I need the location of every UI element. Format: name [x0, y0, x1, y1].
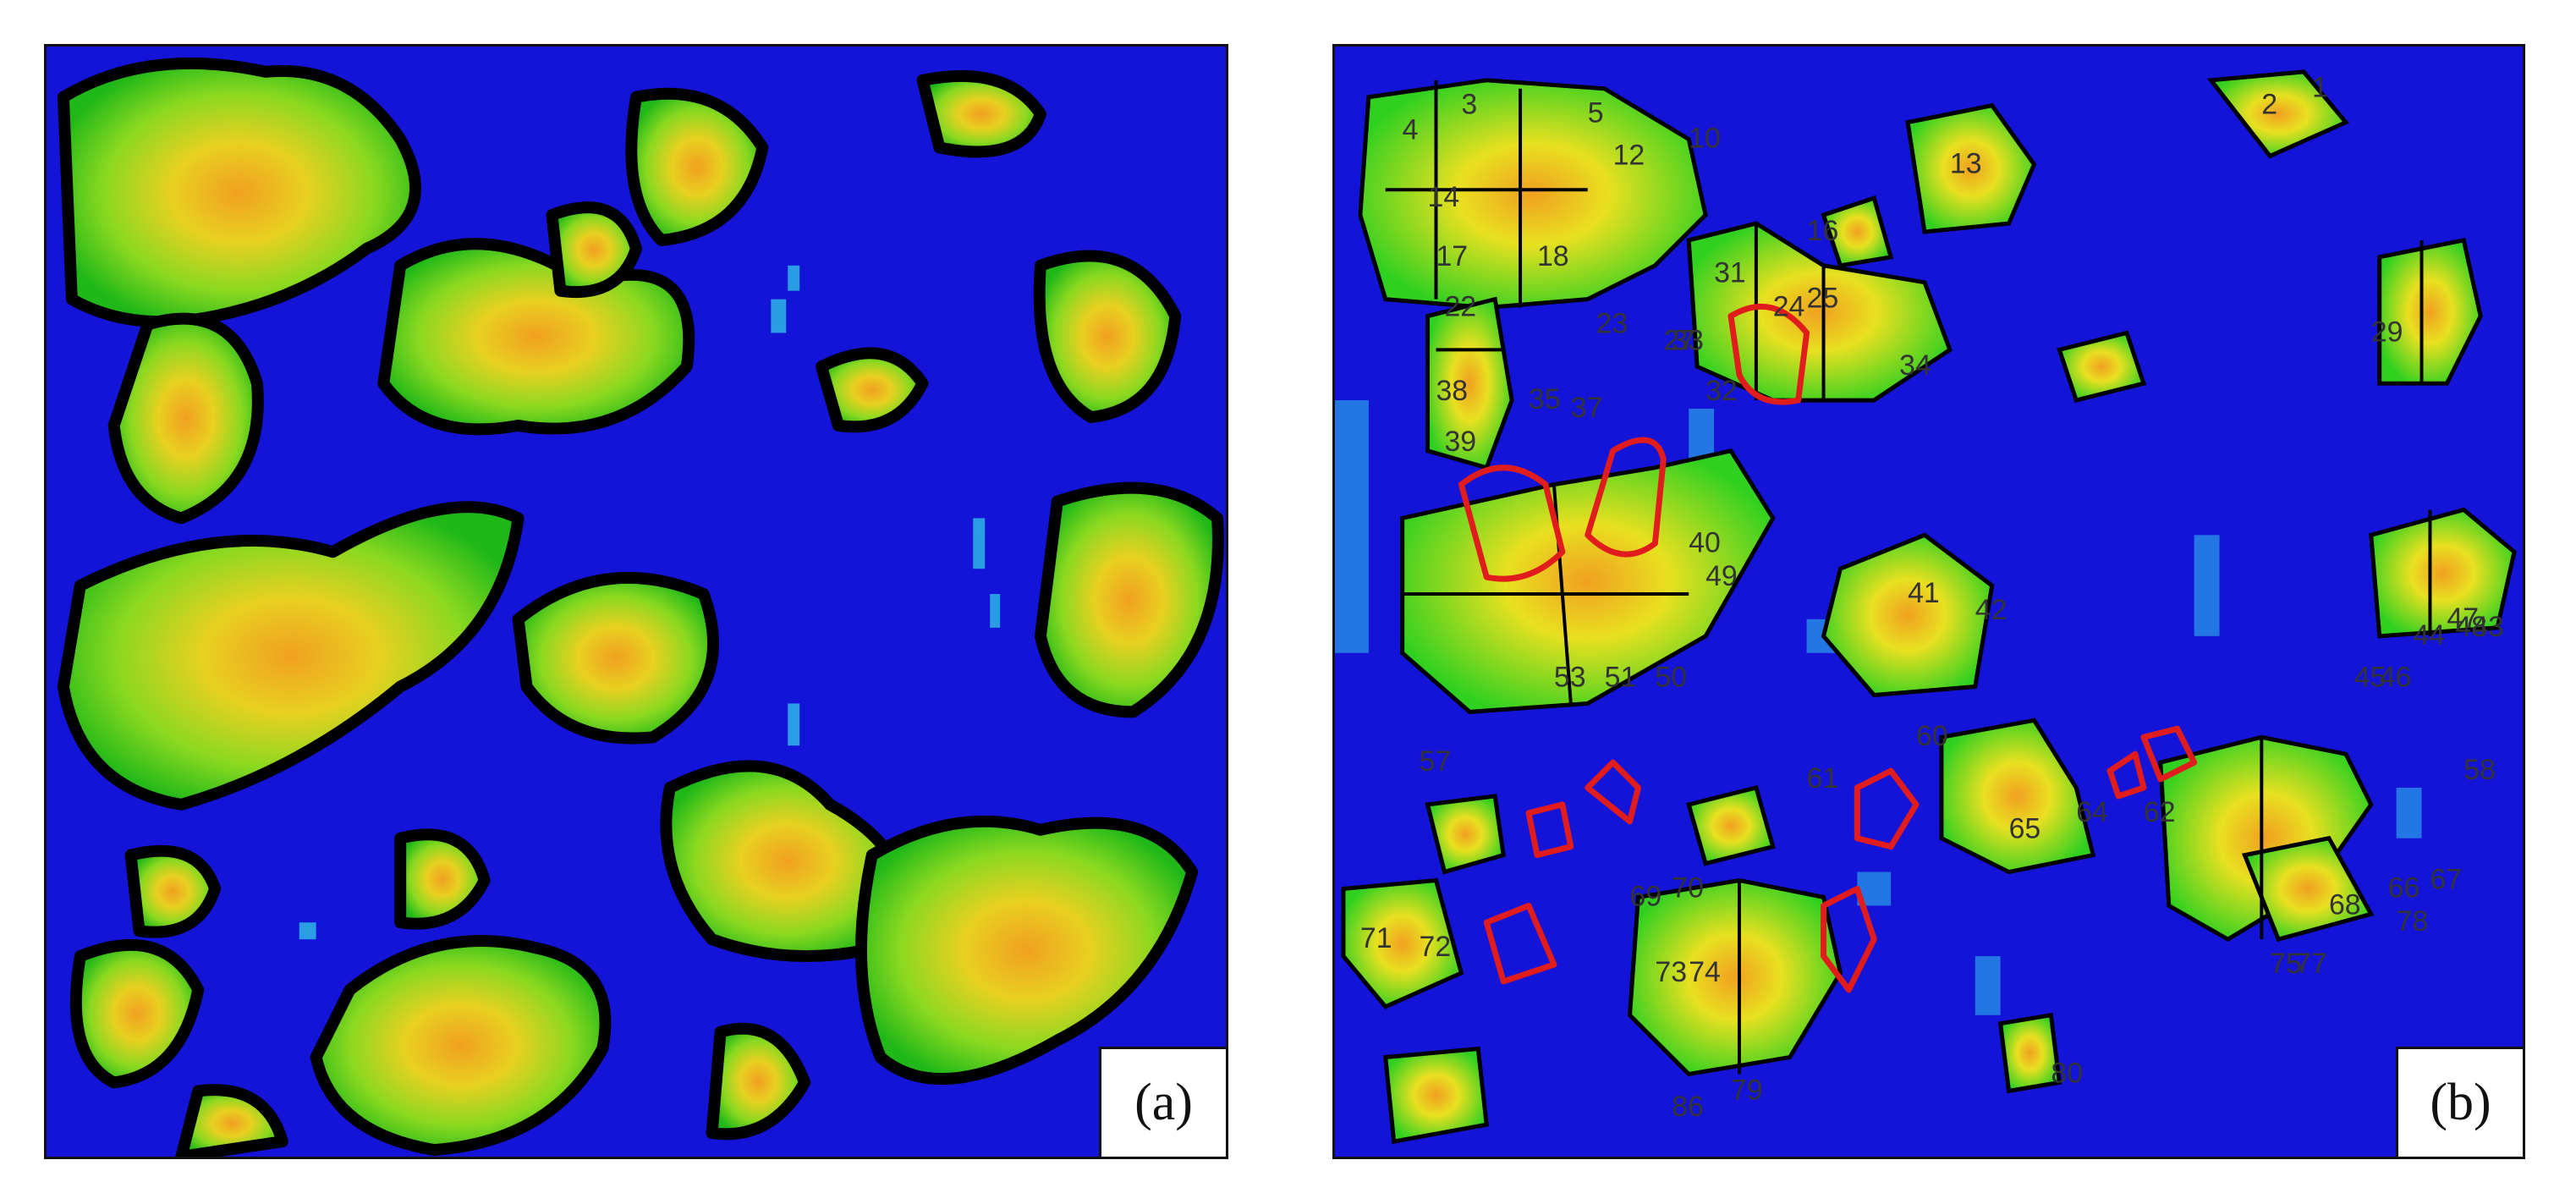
tree-id-label: 65 [2009, 813, 2041, 845]
tree-id-label: 51 [1605, 662, 1637, 694]
tree-id-label: 32 [1705, 375, 1738, 407]
tree-id-label: 12 [1613, 139, 1645, 171]
tree-id-label: 79 [1731, 1074, 1763, 1106]
tree-id-label: 4 [1403, 114, 1419, 146]
tree-id-label: 77 [2295, 948, 2327, 980]
tree-id-label: 2 [2261, 89, 2277, 121]
tree-id-label: 41 [1908, 577, 1940, 609]
tree-id-label: 53 [1554, 662, 1586, 694]
tree-id-label: 78 [2397, 905, 2429, 937]
tree-id-label: 60 [1916, 720, 1948, 752]
tree-id-label: 38 [1436, 375, 1468, 407]
tree-id-label: 18 [1537, 240, 1569, 272]
tree-id-label: 66 [2388, 871, 2420, 904]
tree-id-label: 35 [1529, 383, 1561, 415]
tree-id-label: 67 [2430, 863, 2462, 895]
tree-id-label: 61 [1807, 762, 1839, 794]
tree-id-label: 57 [1420, 745, 1452, 778]
tree-id-label: 17 [1436, 240, 1468, 272]
panel-a-label: (a) [1134, 1074, 1193, 1131]
tree-id-label: 14 [1428, 181, 1460, 213]
panel-a-label-box: (a) [1099, 1047, 1226, 1157]
tree-id-label: 37 [1571, 392, 1603, 424]
canopy-image-a [47, 47, 1226, 1157]
tree-id-label: 27 [1663, 324, 1695, 356]
tree-id-label: 72 [1420, 931, 1452, 963]
tree-id-label: 73 [1655, 956, 1687, 988]
tree-id-label: 48 [2455, 611, 2487, 643]
tree-id-label: 23 [1596, 307, 1629, 339]
tree-id-label: 24 [1773, 291, 1805, 323]
tree-id-label: 39 [1444, 426, 1476, 458]
tree-id-label: 50 [1655, 662, 1687, 694]
tree-id-label: 31 [1714, 257, 1746, 289]
tree-id-label: 42 [1975, 594, 2008, 626]
panel-b-segmentation-map: 1 2 3 4 5 10 12 13 14 16 17 18 22 23 24 25 27 29 31 32 33 34 3… [1332, 44, 2525, 1159]
tree-id-label: 49 [1705, 560, 1738, 592]
panel-b-label-box: (b) [2396, 1047, 2523, 1157]
tree-id-label: 70 [1672, 871, 1704, 904]
tree-id-label: 58 [2463, 754, 2496, 786]
tree-id-label: 46 [2380, 662, 2412, 694]
tree-id-label: 40 [1689, 526, 1721, 558]
tree-id-label: 13 [1950, 147, 1982, 179]
tree-id-label: 62 [2144, 796, 2176, 828]
panel-b-label: (b) [2430, 1074, 2491, 1131]
tree-id-label: 44 [2414, 619, 2446, 651]
tree-id-label: 16 [1807, 215, 1839, 247]
tree-id-label: 47 [2447, 602, 2479, 635]
tree-id-label: 34 [1899, 349, 1931, 382]
tree-id-label: 22 [1444, 291, 1476, 323]
tree-id-label: 33 [1672, 324, 1704, 356]
tree-id-label: 45 [2354, 662, 2387, 694]
tree-id-label: 1 [2312, 72, 2328, 104]
panel-a-canopy-map: (a) [44, 44, 1228, 1159]
tree-id-label: 86 [1672, 1091, 1704, 1123]
tree-id-label: 5 [1588, 97, 1604, 129]
tree-id-label: 3 [1461, 89, 1477, 121]
tree-id-label: 69 [1630, 880, 1662, 912]
tree-id-label: 25 [1807, 283, 1839, 315]
tree-id-label: 29 [2371, 316, 2403, 348]
tree-id-label: 43 [2472, 611, 2504, 643]
tree-id-label: 10 [1689, 122, 1721, 154]
tree-id-label: 68 [2329, 888, 2361, 921]
tree-id-label: 75 [2270, 948, 2302, 980]
tree-id-label: 74 [1689, 956, 1721, 988]
tree-id-label: 80 [2051, 1057, 2083, 1089]
tree-id-label: 71 [1360, 922, 1392, 954]
tree-id-label: 64 [2076, 796, 2108, 828]
